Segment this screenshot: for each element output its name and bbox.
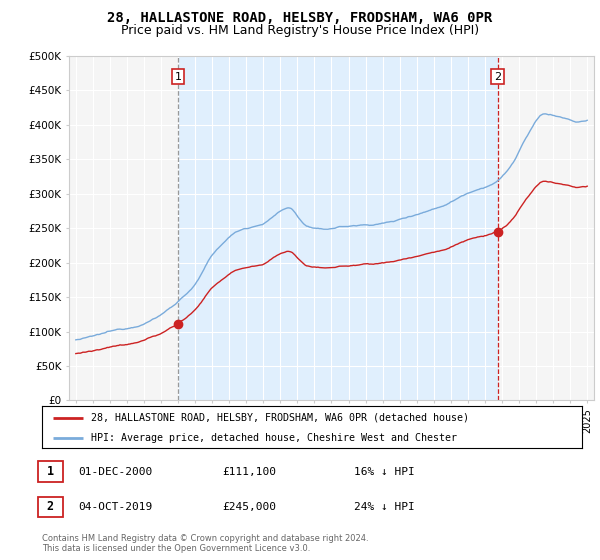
Text: 1: 1 (47, 465, 54, 478)
Text: 24% ↓ HPI: 24% ↓ HPI (354, 502, 415, 512)
Text: 01-DEC-2000: 01-DEC-2000 (78, 466, 152, 477)
Text: 2: 2 (494, 72, 501, 82)
Text: 2: 2 (47, 500, 54, 514)
Text: £245,000: £245,000 (222, 502, 276, 512)
Text: £111,100: £111,100 (222, 466, 276, 477)
Text: 04-OCT-2019: 04-OCT-2019 (78, 502, 152, 512)
Text: HPI: Average price, detached house, Cheshire West and Chester: HPI: Average price, detached house, Ches… (91, 433, 457, 443)
Text: 28, HALLASTONE ROAD, HELSBY, FRODSHAM, WA6 0PR: 28, HALLASTONE ROAD, HELSBY, FRODSHAM, W… (107, 11, 493, 25)
Text: Contains HM Land Registry data © Crown copyright and database right 2024.
This d: Contains HM Land Registry data © Crown c… (42, 534, 368, 553)
Bar (178, 56, 497, 400)
Text: 28, HALLASTONE ROAD, HELSBY, FRODSHAM, WA6 0PR (detached house): 28, HALLASTONE ROAD, HELSBY, FRODSHAM, W… (91, 413, 469, 423)
Text: 16% ↓ HPI: 16% ↓ HPI (354, 466, 415, 477)
Text: Price paid vs. HM Land Registry's House Price Index (HPI): Price paid vs. HM Land Registry's House … (121, 24, 479, 36)
Text: 1: 1 (175, 72, 182, 82)
